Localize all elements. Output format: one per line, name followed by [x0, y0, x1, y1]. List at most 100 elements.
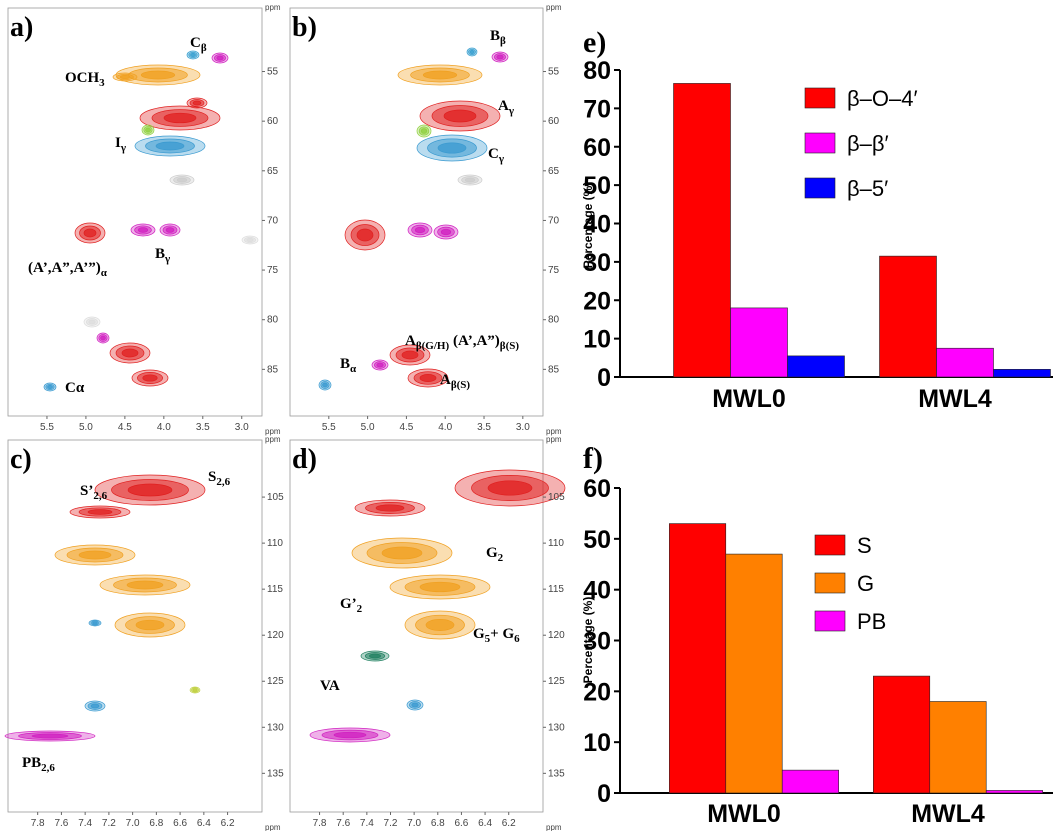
contour [79, 551, 111, 559]
label-text: S [208, 469, 216, 485]
label-text: B [340, 356, 350, 372]
contour [193, 689, 197, 691]
bar [873, 676, 929, 793]
x-tick-label: 5.5 [40, 422, 54, 433]
subscript: β(G/H) [416, 340, 450, 352]
x-tick-label: 7.2 [102, 818, 116, 829]
y-tick-label: 70 [583, 95, 611, 123]
peak-label: G2 [486, 545, 504, 564]
contour [357, 229, 373, 241]
label-text: B [155, 246, 165, 262]
y-tick-label: 75 [267, 265, 279, 276]
label-text: G [486, 545, 498, 561]
y-tick-label: 20 [583, 678, 611, 706]
contour [421, 129, 427, 134]
peak-label: Bα [340, 356, 357, 375]
y-tick-label: 125 [548, 676, 565, 687]
legend-swatch [815, 535, 845, 555]
label-text: A [498, 98, 509, 114]
legend-swatch [805, 133, 835, 153]
subscript: α [350, 363, 357, 375]
panel-label: c) [10, 444, 32, 475]
legend-label: β–O–4′ [847, 86, 918, 111]
x-tick-label: 7.8 [31, 818, 45, 829]
panel-label: a) [10, 12, 33, 43]
contour [369, 654, 380, 658]
contour [323, 383, 328, 387]
x-tick-label: 3.0 [516, 422, 530, 433]
bar [726, 554, 782, 793]
label-text: S’ [80, 483, 93, 499]
contour [247, 238, 253, 241]
axis-unit: ppm [546, 3, 562, 12]
y-tick-label: 40 [583, 211, 611, 239]
subscript: γ [508, 105, 514, 117]
contour [412, 703, 418, 707]
contour [382, 547, 422, 559]
y-tick-label: 130 [267, 722, 284, 733]
x-tick-label: 4.5 [399, 422, 413, 433]
x-tick-label: 6.6 [173, 818, 187, 829]
panel-label: d) [292, 444, 317, 475]
contour [89, 320, 95, 324]
y-tick-label: 130 [548, 722, 565, 733]
y-tick-label: 120 [548, 630, 565, 641]
y-tick-label: 20 [583, 287, 611, 315]
x-tick-label: 6.4 [478, 818, 492, 829]
y-tick-label: 85 [548, 364, 560, 375]
contour [377, 363, 383, 367]
contour [128, 484, 172, 496]
contour [191, 53, 196, 56]
x-tick-label: MWL4 [918, 385, 992, 413]
y-tick-label: 60 [548, 116, 560, 127]
y-tick-label: 110 [267, 538, 283, 549]
peak-label: (A’,A”,A’”)α [28, 260, 108, 279]
axis-unit: ppm [546, 435, 562, 444]
y-tick-label: 65 [548, 166, 560, 177]
label-text: G’ [340, 596, 357, 612]
peak-label: VA [320, 678, 340, 694]
axis-unit: ppm [265, 3, 281, 12]
legend-label: PB [857, 609, 886, 634]
subscript: β(S) [500, 340, 520, 352]
contour [193, 101, 201, 105]
bar [674, 83, 731, 377]
contour [438, 143, 466, 153]
x-tick-label: 6.2 [502, 818, 516, 829]
y-tick-label: 110 [548, 538, 564, 549]
y-tick-label: 50 [583, 526, 611, 554]
contour [93, 622, 98, 624]
legend-label: G [857, 571, 874, 596]
contour [136, 620, 164, 630]
contour [164, 113, 196, 123]
bar [937, 348, 994, 377]
contour [127, 581, 163, 589]
subscript: 2,6 [93, 490, 107, 502]
contour [48, 385, 53, 388]
x-tick-label: 5.0 [79, 422, 93, 433]
contour [166, 228, 174, 233]
legend-swatch [815, 573, 845, 593]
panel-label: f) [583, 442, 603, 475]
panel-label: b) [292, 12, 317, 43]
bar [782, 770, 838, 793]
peak-label: OCH3 [65, 70, 105, 89]
x-tick-label: 6.8 [149, 818, 163, 829]
y-tick-label: 80 [267, 315, 279, 326]
peak-label: PB2,6 [22, 755, 55, 774]
contour [402, 351, 418, 359]
contour [156, 142, 184, 150]
contour [217, 56, 223, 60]
label-text: C [488, 146, 499, 162]
contour [101, 336, 106, 340]
contour [465, 178, 475, 182]
legend-label: S [857, 533, 872, 558]
label-text: PB [22, 755, 41, 771]
y-tick-label: 60 [583, 134, 611, 162]
x-tick-label: 7.6 [336, 818, 350, 829]
subscript: β [201, 42, 207, 54]
label-text: (A’,A”) [453, 333, 500, 349]
x-tick-label: 7.4 [360, 818, 374, 829]
bar [930, 702, 986, 794]
y-tick-label: 105 [267, 492, 284, 503]
